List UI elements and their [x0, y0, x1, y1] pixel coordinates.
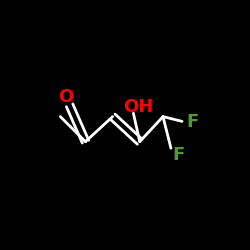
- Text: OH: OH: [123, 98, 153, 116]
- Text: F: F: [186, 114, 198, 132]
- Text: F: F: [172, 146, 184, 164]
- Text: O: O: [58, 88, 74, 106]
